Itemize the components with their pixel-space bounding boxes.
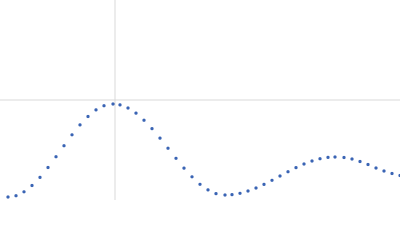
data-point — [238, 191, 242, 195]
data-point — [38, 175, 42, 179]
data-point — [366, 162, 370, 167]
data-point — [350, 157, 354, 161]
data-point — [278, 174, 282, 178]
data-point — [230, 193, 234, 197]
data-point — [22, 190, 26, 194]
data-point — [102, 104, 106, 108]
data-point — [270, 178, 274, 182]
data-point — [262, 182, 266, 186]
data-point — [390, 171, 394, 176]
data-point — [30, 183, 34, 188]
data-point — [342, 155, 346, 160]
data-point — [150, 127, 154, 131]
data-point — [46, 165, 50, 170]
data-point — [223, 193, 227, 197]
data-point — [118, 103, 122, 107]
data-point — [294, 166, 298, 170]
data-point — [134, 111, 138, 115]
data-point — [318, 157, 322, 161]
data-point — [286, 170, 290, 174]
data-point — [94, 108, 98, 112]
data-point — [206, 188, 210, 192]
data-point — [302, 162, 306, 166]
data-point — [246, 189, 250, 193]
data-point — [310, 159, 314, 163]
data-point — [374, 166, 378, 170]
data-point — [174, 156, 178, 160]
data-point — [142, 118, 146, 122]
data-point — [166, 146, 170, 150]
data-point — [326, 155, 330, 159]
data-point — [182, 166, 186, 170]
data-point — [70, 133, 74, 137]
data-point — [158, 136, 162, 140]
data-point — [254, 186, 258, 190]
data-point — [358, 159, 362, 164]
data-point — [111, 102, 115, 106]
data-point — [6, 195, 10, 199]
data-point — [62, 144, 66, 148]
data-point — [198, 182, 202, 186]
data-point — [333, 155, 337, 159]
data-point — [54, 155, 58, 159]
chart — [0, 0, 400, 200]
data-point — [214, 192, 218, 196]
data-point — [190, 175, 194, 179]
data-point — [78, 123, 82, 127]
data-point — [126, 106, 130, 110]
data-point — [382, 169, 386, 173]
data-point — [86, 114, 90, 119]
data-point — [14, 194, 18, 198]
